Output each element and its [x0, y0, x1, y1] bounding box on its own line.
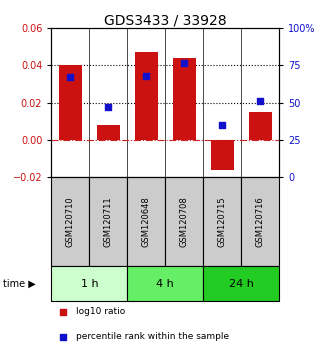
Point — [68, 75, 73, 80]
Point — [258, 98, 263, 104]
Point — [60, 309, 65, 315]
Bar — [173, 58, 196, 140]
Text: 1 h: 1 h — [81, 279, 98, 289]
Text: 4 h: 4 h — [156, 279, 174, 289]
Bar — [135, 52, 158, 140]
Bar — [165, 177, 203, 266]
Bar — [127, 266, 203, 301]
Bar — [127, 177, 165, 266]
Text: GSM120648: GSM120648 — [142, 196, 151, 247]
Bar — [211, 140, 234, 170]
Bar — [249, 112, 272, 140]
Point — [220, 122, 225, 128]
Bar — [203, 177, 241, 266]
Point — [106, 104, 111, 110]
Bar — [97, 125, 120, 140]
Text: GSM120715: GSM120715 — [218, 196, 227, 247]
Point — [182, 60, 187, 65]
Bar — [241, 177, 279, 266]
Text: GSM120710: GSM120710 — [66, 196, 75, 247]
Bar — [51, 177, 89, 266]
Text: GSM120716: GSM120716 — [256, 196, 265, 247]
Text: GSM120711: GSM120711 — [104, 196, 113, 247]
Point — [144, 73, 149, 79]
Title: GDS3433 / 33928: GDS3433 / 33928 — [104, 13, 227, 27]
Text: time ▶: time ▶ — [3, 279, 36, 289]
Text: GSM120708: GSM120708 — [180, 196, 189, 247]
Text: 24 h: 24 h — [229, 279, 254, 289]
Bar — [89, 177, 127, 266]
Text: percentile rank within the sample: percentile rank within the sample — [76, 332, 230, 341]
Text: log10 ratio: log10 ratio — [76, 307, 126, 316]
Point — [60, 334, 65, 339]
Bar — [51, 266, 127, 301]
Bar — [59, 65, 82, 140]
Bar — [203, 266, 279, 301]
